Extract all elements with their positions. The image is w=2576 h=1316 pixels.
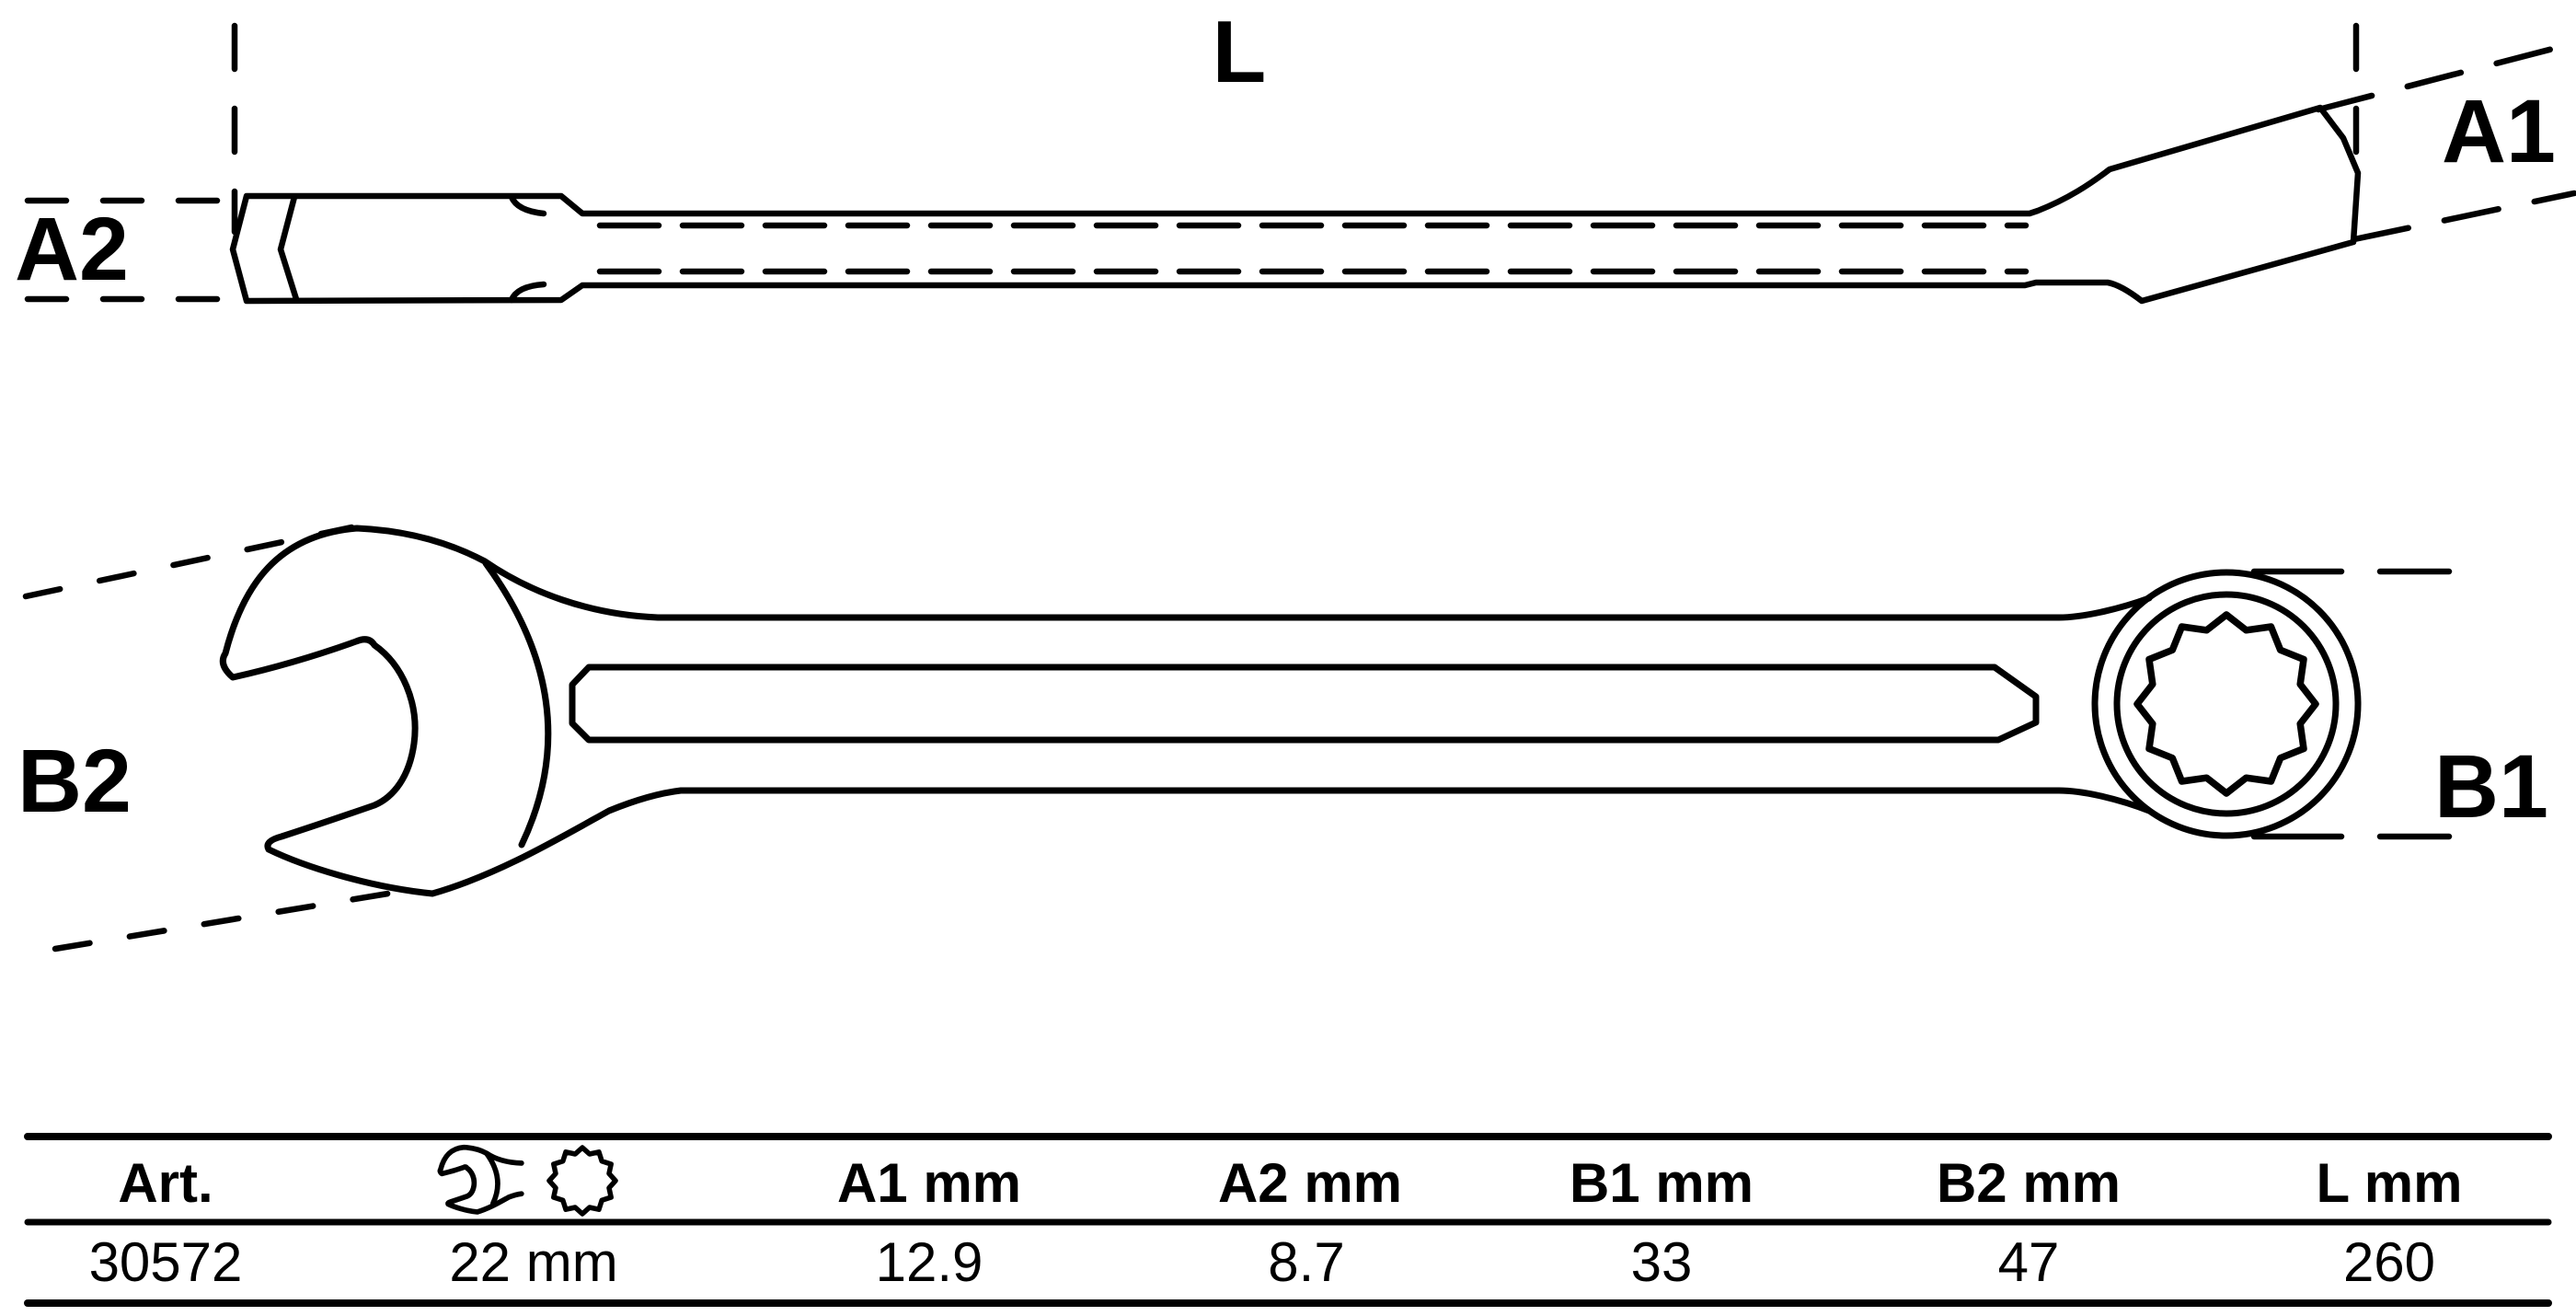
open-end-wrench-icon <box>437 1144 524 1215</box>
neck-fillet-top <box>508 193 547 217</box>
col-header-a1: A1 mm <box>837 1152 1021 1214</box>
b2-extension-bottom <box>52 885 420 952</box>
open-end-side-chamfer <box>277 193 300 303</box>
wrench-side-outline <box>229 104 2362 305</box>
col-header-b2: B2 mm <box>1937 1152 2121 1214</box>
shank-recess-panel <box>569 664 2040 744</box>
cell-a1: 12.9 <box>876 1231 983 1293</box>
top-plan-view: B2 B1 <box>17 524 2548 952</box>
ring-outer-circle <box>2091 569 2362 839</box>
b2-extension-top <box>22 524 355 600</box>
a1-extension-bottom <box>2351 190 2576 243</box>
a1-extension-top <box>2315 40 2576 113</box>
cell-art-number: 30572 <box>89 1231 243 1293</box>
label-a1: A1 <box>2442 81 2556 181</box>
cell-a2: 8.7 <box>1268 1231 1344 1293</box>
cell-b2: 47 <box>1998 1231 2060 1293</box>
col-header-b1: B1 mm <box>1570 1152 1754 1214</box>
ring-inner-rim <box>2113 591 2340 817</box>
label-b2: B2 <box>17 731 132 831</box>
label-length: L <box>1213 3 1267 101</box>
spec-table: Art. A1 mm A2 mm B1 mm B2 mm L mm 30572 … <box>24 1133 2552 1307</box>
twelve-point-ring-icon <box>546 1145 618 1217</box>
table-header-row: Art. A1 mm A2 mm B1 mm B2 mm L mm <box>118 1144 2463 1217</box>
label-a2: A2 <box>15 199 129 299</box>
cell-b1: 33 <box>1631 1231 1693 1293</box>
neck-fillet-bottom <box>508 281 547 304</box>
col-header-l: L mm <box>2317 1152 2463 1214</box>
wrench-plan-outline <box>219 525 2153 897</box>
col-header-a2: A2 mm <box>1218 1152 1402 1214</box>
side-profile-view: L A2 A1 <box>15 3 2576 305</box>
open-end-boss-arc <box>482 560 552 848</box>
cell-size: 22 mm <box>449 1231 617 1293</box>
col-header-art: Art. <box>118 1152 213 1214</box>
cell-l: 260 <box>2343 1231 2435 1293</box>
table-row: 30572 22 mm 12.9 8.7 33 47 260 <box>89 1231 2435 1293</box>
ring-twelve-point-profile <box>2133 611 2319 797</box>
label-b1: B1 <box>2434 736 2548 837</box>
